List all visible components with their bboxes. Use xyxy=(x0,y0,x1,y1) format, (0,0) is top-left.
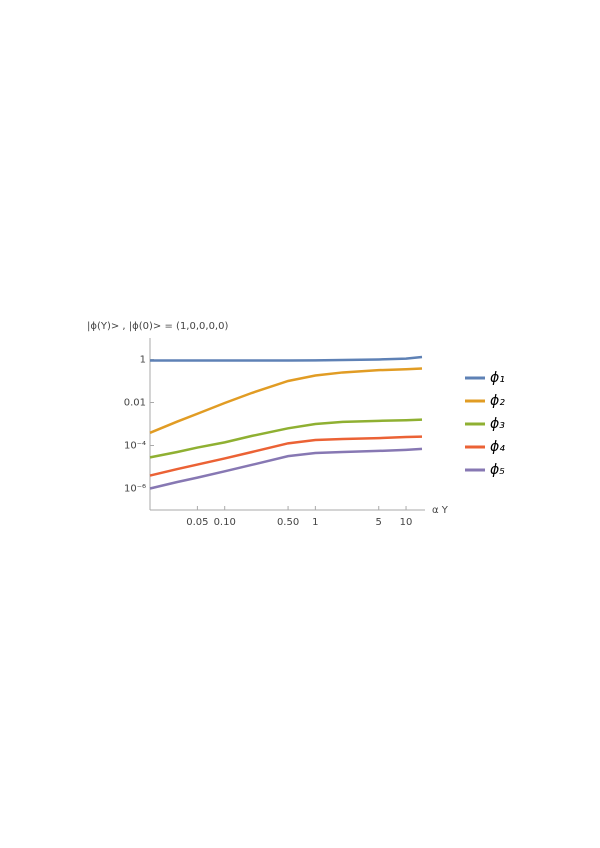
chart-title: |ϕ(Y)> , |ϕ(0)> = (1,0,0,0,0) xyxy=(87,321,228,332)
x-tick-label: 1 xyxy=(312,517,318,528)
y-tick-label: 10⁻⁴ xyxy=(124,441,146,452)
series-line xyxy=(150,355,423,362)
x-tick-label: 0.10 xyxy=(214,517,236,528)
series-line xyxy=(149,447,423,490)
series-line xyxy=(149,418,423,459)
y-tick-label: 0.01 xyxy=(124,398,146,409)
x-tick-label: 5 xyxy=(376,517,382,528)
legend-label: ϕ₅ xyxy=(490,462,505,478)
x-axis-label: α Y xyxy=(432,505,449,516)
x-tick-label: 0.05 xyxy=(186,517,208,528)
legend-label: ϕ₁ xyxy=(490,370,505,386)
y-tick-label: 1 xyxy=(140,355,146,366)
x-tick-label: 10 xyxy=(400,517,413,528)
legend-label: ϕ₂ xyxy=(490,393,505,409)
series-line xyxy=(149,435,423,477)
series-line xyxy=(149,367,423,434)
y-tick-label: 10⁻⁶ xyxy=(124,484,146,495)
x-tick-label: 0.50 xyxy=(277,517,299,528)
legend-label: ϕ₄ xyxy=(490,439,505,455)
legend-label: ϕ₃ xyxy=(490,416,505,432)
